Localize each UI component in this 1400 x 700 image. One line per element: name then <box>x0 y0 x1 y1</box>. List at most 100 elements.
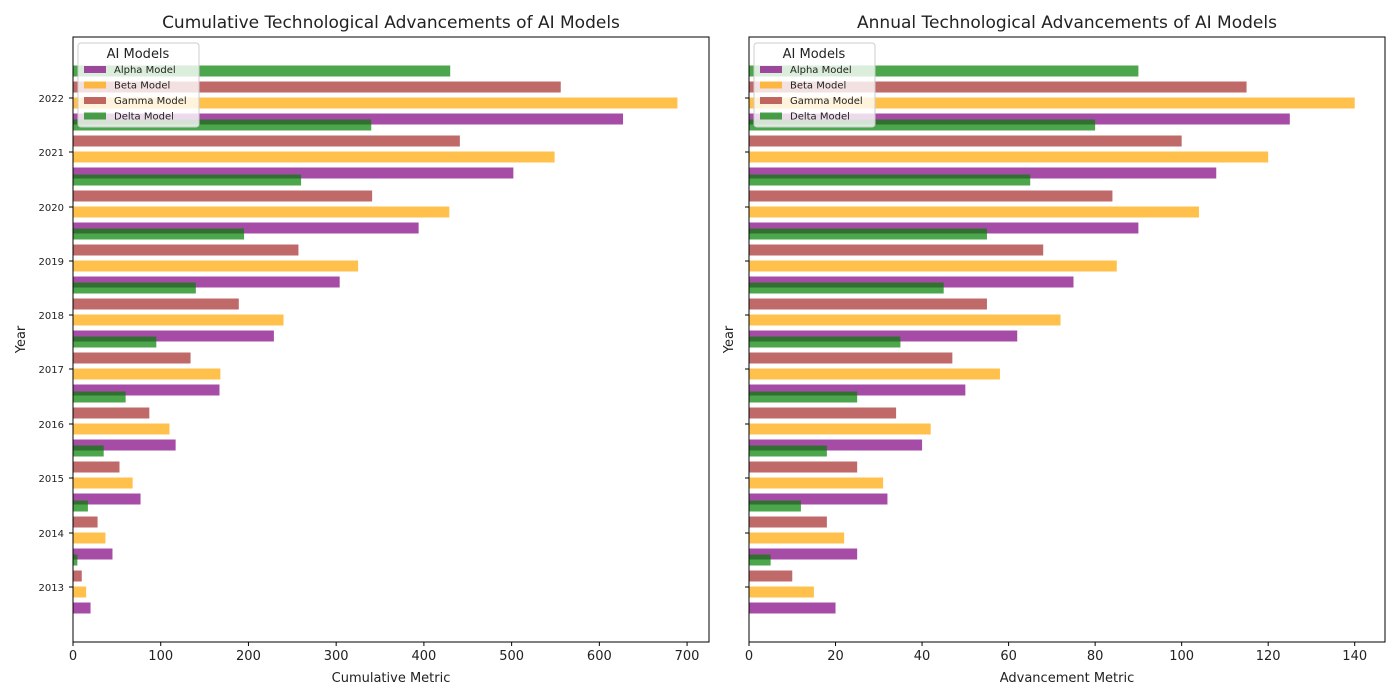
x-tick-label: 100 <box>1169 649 1194 664</box>
legend-swatch <box>84 66 106 73</box>
bar-alpha-model-2022 <box>749 113 1290 125</box>
bar-delta-model-2014 <box>73 500 88 512</box>
bar-delta-model-2019 <box>73 228 245 240</box>
x-tick-label: 20 <box>827 649 844 664</box>
bar-beta-model-2013 <box>749 586 814 598</box>
bar-beta-model-2020 <box>749 206 1199 218</box>
x-tick-label: 700 <box>675 649 700 664</box>
legend-entry-label: Beta Model <box>114 81 170 92</box>
legend-swatch <box>760 97 782 104</box>
x-tick-label: 600 <box>587 649 612 664</box>
y-tick-label: 2014 <box>39 529 64 540</box>
bar-delta-model-2020 <box>749 174 1031 186</box>
x-tick-label: 0 <box>69 649 77 664</box>
y-axis-label: Year <box>14 325 29 354</box>
bar-delta-model-2017 <box>73 336 157 348</box>
y-tick-label: 2015 <box>39 474 64 485</box>
bar-gamma-model-2021 <box>749 135 1182 147</box>
chart-title: Annual Technological Advancements of AI … <box>857 13 1277 33</box>
bar-alpha-model-2019 <box>73 276 340 288</box>
legend-entry-label: Alpha Model <box>114 65 176 76</box>
bar-alpha-model-2018 <box>73 330 274 342</box>
bar-beta-model-2019 <box>73 260 359 272</box>
bar-alpha-model-2013 <box>73 602 91 614</box>
bar-gamma-model-2016 <box>749 407 897 419</box>
bar-alpha-model-2017 <box>73 384 220 396</box>
chart-panel-1: 0 100 200 300 400 500 600 700 2013 2014 2015 2016 20… <box>14 13 710 686</box>
bar-delta-model-2018 <box>749 282 944 294</box>
legend-entry-label: Gamma Model <box>790 96 863 107</box>
bar-delta-model-2013 <box>749 554 771 566</box>
bar-gamma-model-2018 <box>749 298 987 310</box>
bar-beta-model-2017 <box>749 368 1000 380</box>
legend-entry-label: Delta Model <box>790 112 850 123</box>
bar-beta-model-2018 <box>749 314 1061 326</box>
x-tick-label: 100 <box>148 649 173 664</box>
bar-gamma-model-2013 <box>73 570 82 582</box>
bar-delta-model-2016 <box>73 391 126 403</box>
legend-swatch <box>84 81 106 89</box>
bar-beta-model-2017 <box>73 368 221 380</box>
bar-beta-model-2019 <box>749 260 1117 272</box>
bar-beta-model-2016 <box>73 423 170 435</box>
bar-alpha-model-2018 <box>749 330 1018 342</box>
bar-beta-model-2022 <box>73 97 678 109</box>
bar-gamma-model-2016 <box>73 407 150 419</box>
bar-gamma-model-2015 <box>73 461 120 473</box>
bar-delta-model-2022 <box>73 65 451 77</box>
bar-delta-model-2013 <box>73 554 78 566</box>
bar-alpha-model-2016 <box>749 439 923 451</box>
legend-swatch <box>760 112 782 120</box>
y-tick-label: 2019 <box>39 257 64 268</box>
bar-gamma-model-2015 <box>749 461 858 473</box>
bar-alpha-model-2015 <box>73 493 141 505</box>
bar-alpha-model-2014 <box>749 548 858 560</box>
x-tick-label: 400 <box>411 649 436 664</box>
x-tick-label: 140 <box>1342 649 1367 664</box>
legend-swatch <box>84 112 106 120</box>
legend-swatch <box>760 66 782 73</box>
legend-box <box>77 42 200 128</box>
bar-delta-model-2018 <box>73 282 196 294</box>
bar-gamma-model-2020 <box>749 190 1113 202</box>
legend: AI Models Alpha Model Beta Model Gamma Mode… <box>753 42 876 128</box>
legend-box <box>753 42 876 128</box>
bar-gamma-model-2022 <box>73 81 561 93</box>
y-tick-label: 2021 <box>39 148 64 159</box>
bar-gamma-model-2013 <box>749 570 793 582</box>
bar-delta-model-2021 <box>749 119 1096 131</box>
bar-alpha-model-2021 <box>73 167 514 179</box>
legend: AI Models Alpha Model Beta Model Gamma Mode… <box>77 42 200 128</box>
legend-swatch <box>84 97 106 104</box>
chart-panel-2: 0 20 40 60 80 100 120 140 Annual Technological A… <box>722 13 1386 686</box>
legend-entry-label: Delta Model <box>114 112 174 123</box>
bar-beta-model-2016 <box>749 423 931 435</box>
bar-alpha-model-2022 <box>73 113 624 125</box>
bar-beta-model-2022 <box>749 97 1355 109</box>
plot-frame <box>72 36 710 643</box>
bar-gamma-model-2017 <box>73 352 191 364</box>
x-tick-label: 80 <box>1087 649 1104 664</box>
bar-delta-model-2014 <box>749 500 801 512</box>
legend-title: AI Models <box>107 47 170 62</box>
x-tick-label: 60 <box>1000 649 1017 664</box>
bar-alpha-model-2013 <box>749 602 836 614</box>
bar-alpha-model-2021 <box>749 167 1217 179</box>
bar-delta-model-2017 <box>749 336 901 348</box>
bar-delta-model-2021 <box>73 119 372 131</box>
bar-beta-model-2014 <box>73 532 106 544</box>
bar-delta-model-2020 <box>73 174 302 186</box>
legend-swatch <box>760 81 782 89</box>
x-axis-label: Advancement Metric <box>1000 671 1135 686</box>
y-tick-label: 2016 <box>39 420 64 431</box>
y-tick-label: 2013 <box>39 583 64 594</box>
legend-entry-label: Beta Model <box>790 81 846 92</box>
bar-beta-model-2021 <box>749 151 1269 163</box>
bar-gamma-model-2014 <box>73 516 98 528</box>
bar-gamma-model-2018 <box>73 298 239 310</box>
bar-beta-model-2013 <box>73 586 87 598</box>
y-tick-label: 2020 <box>39 203 64 214</box>
bar-alpha-model-2014 <box>73 548 113 560</box>
legend-entry-label: Alpha Model <box>790 65 852 76</box>
x-tick-label: 40 <box>914 649 931 664</box>
